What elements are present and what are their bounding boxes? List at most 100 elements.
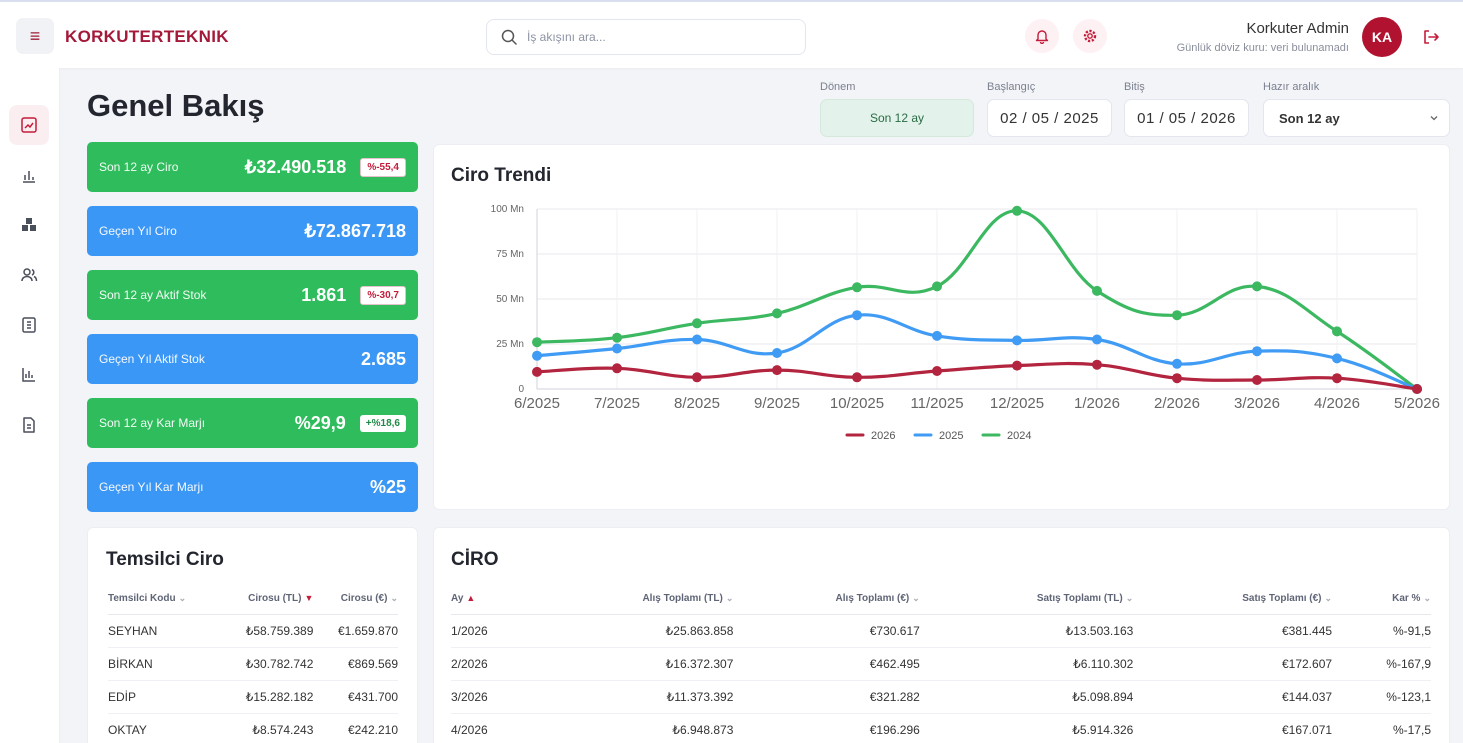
chart-icon bbox=[22, 368, 35, 382]
sidebar-item-documents[interactable] bbox=[9, 405, 49, 445]
kpi-label: Geçen Yıl Ciro bbox=[99, 224, 177, 238]
table-cell: €431.700 bbox=[313, 680, 398, 714]
range-label: Hazır aralık bbox=[1263, 81, 1320, 93]
column-header[interactable]: Kar % ⌄ bbox=[1332, 584, 1431, 615]
table-cell: ₺5.914.326 bbox=[919, 713, 1134, 743]
table-cell: ₺8.574.243 bbox=[218, 713, 314, 743]
data-point bbox=[772, 348, 782, 358]
search-input[interactable] bbox=[527, 30, 797, 44]
y-tick-label: 0 bbox=[518, 384, 524, 395]
x-tick-label: 8/2025 bbox=[674, 395, 720, 412]
receipt-icon bbox=[22, 317, 36, 333]
data-point bbox=[1012, 360, 1022, 371]
hamburger-icon: ≡ bbox=[29, 25, 41, 46]
table-cell: %-123,1 bbox=[1332, 680, 1431, 714]
kpi-card[interactable]: Son 12 ay Kar Marjı %29,9 +%18,6 bbox=[87, 398, 418, 448]
table-row[interactable]: 1/2026 ₺25.863.858 €730.617 ₺13.503.163 €381… bbox=[451, 614, 1431, 648]
column-header[interactable]: Satış Toplamı (TL) ⌄ bbox=[919, 584, 1134, 615]
sidebar-item-invoices[interactable] bbox=[9, 305, 49, 345]
data-point bbox=[932, 281, 942, 292]
menu-toggle-button[interactable]: ≡ bbox=[16, 18, 54, 54]
kpi-card[interactable]: Geçen Yıl Ciro ₺72.867.718 bbox=[87, 206, 418, 256]
sidebar-item-users[interactable] bbox=[9, 255, 49, 295]
table-row[interactable]: 3/2026 ₺11.373.392 €321.282 ₺5.098.894 €144.… bbox=[451, 680, 1431, 714]
table-row[interactable]: 2/2026 ₺16.372.307 €462.495 ₺6.110.302 €172.… bbox=[451, 647, 1431, 681]
data-point bbox=[932, 366, 942, 376]
table-cell: €1.659.870 bbox=[313, 614, 398, 648]
sidebar-item-reports[interactable] bbox=[9, 355, 49, 395]
table-cell: €167.071 bbox=[1133, 713, 1333, 743]
gear-icon bbox=[1083, 29, 1097, 43]
table-cell: SEYHAN bbox=[108, 614, 219, 648]
data-point bbox=[852, 310, 862, 321]
sidebar bbox=[0, 68, 60, 743]
series-line bbox=[536, 209, 1418, 391]
data-point bbox=[692, 318, 702, 329]
kpi-card[interactable]: Son 12 ay Aktif Stok 1.861 %-30,7 bbox=[87, 270, 418, 320]
dashboard-icon bbox=[21, 117, 37, 133]
data-point bbox=[532, 350, 542, 361]
table-cell: €242.210 bbox=[313, 713, 398, 743]
settings-button[interactable] bbox=[1073, 19, 1107, 53]
column-header[interactable]: Satış Toplamı (€) ⌄ bbox=[1133, 584, 1333, 615]
kpi-label: Son 12 ay Aktif Stok bbox=[99, 288, 207, 302]
series-line bbox=[536, 361, 1418, 391]
end-date-input[interactable]: 01 / 05 / 2026 bbox=[1124, 99, 1249, 137]
table-cell: €196.296 bbox=[733, 713, 920, 743]
x-tick-label: 2/2026 bbox=[1154, 395, 1200, 412]
table-cell: €730.617 bbox=[733, 614, 920, 648]
data-point bbox=[1332, 326, 1342, 337]
sort-icon: ⌄ bbox=[390, 593, 398, 604]
kpi-value: ₺32.490.518 bbox=[244, 156, 347, 177]
ciro-title: CİRO bbox=[451, 549, 499, 570]
data-point bbox=[532, 366, 542, 377]
logout-button[interactable] bbox=[1420, 26, 1442, 48]
column-header[interactable]: Alış Toplamı (€) ⌄ bbox=[733, 584, 920, 615]
column-header-label: Temsilci Kodu bbox=[108, 593, 176, 605]
column-header[interactable]: Temsilci Kodu ⌄ bbox=[108, 584, 219, 615]
column-header[interactable]: Cirosu (TL) ▼ bbox=[218, 584, 314, 615]
table-row[interactable]: EDİP ₺15.282.182 €431.700 bbox=[108, 680, 398, 714]
data-point bbox=[1172, 310, 1182, 321]
period-button[interactable]: Son 12 ay bbox=[820, 99, 974, 137]
kpi-card[interactable]: Geçen Yıl Aktif Stok 2.685 bbox=[87, 334, 418, 384]
kpi-value: 1.861 bbox=[301, 284, 347, 305]
column-header-label: Cirosu (TL) bbox=[248, 593, 302, 605]
bell-icon bbox=[1035, 30, 1049, 44]
table-row[interactable]: OKTAY ₺8.574.243 €242.210 bbox=[108, 713, 398, 743]
top-bar: ≡ KORKUTERTEKNIK Korkuter Admin Günlük d… bbox=[0, 0, 1463, 68]
ciro-table: Ay ▲ Alış Toplamı (TL) ⌄ Alış Toplamı (€) ⌄ Sa… bbox=[451, 584, 1431, 743]
sidebar-item-dashboard[interactable] bbox=[9, 105, 49, 145]
data-point bbox=[1332, 353, 1342, 364]
table-row[interactable]: 4/2026 ₺6.948.873 €196.296 ₺5.914.326 €167.0… bbox=[451, 713, 1431, 743]
column-header[interactable]: Alış Toplamı (TL) ⌄ bbox=[532, 584, 734, 615]
user-name: Korkuter Admin bbox=[1246, 20, 1349, 37]
column-header-label: Satış Toplamı (€) bbox=[1242, 593, 1322, 605]
search-box[interactable] bbox=[486, 19, 806, 55]
table-cell: €172.607 bbox=[1133, 647, 1333, 681]
column-header[interactable]: Ay ▲ bbox=[451, 584, 533, 615]
avatar[interactable]: KA bbox=[1362, 17, 1402, 57]
data-point bbox=[612, 363, 622, 374]
kpi-card[interactable]: Geçen Yıl Kar Marjı %25 bbox=[87, 462, 418, 512]
range-select[interactable]: Son 12 ay bbox=[1263, 99, 1450, 137]
data-point bbox=[1092, 359, 1102, 370]
sidebar-item-inventory[interactable] bbox=[9, 205, 49, 245]
logout-icon bbox=[1424, 30, 1439, 44]
table-cell: ₺25.863.858 bbox=[532, 614, 734, 648]
kpi-change-badge: %-55,4 bbox=[360, 157, 406, 177]
start-date-input[interactable]: 02 / 05 / 2025 bbox=[987, 99, 1112, 137]
table-cell: ₺13.503.163 bbox=[919, 614, 1134, 648]
kpi-card[interactable]: Son 12 ay Ciro ₺32.490.518 %-55,4 bbox=[87, 142, 418, 192]
table-row[interactable]: BİRKAN ₺30.782.742 €869.569 bbox=[108, 647, 398, 681]
sort-icon: ⌄ bbox=[725, 593, 734, 604]
sidebar-item-charts[interactable] bbox=[9, 156, 49, 196]
legend-label: 2026 bbox=[871, 430, 895, 442]
kpi-value: %29,9 bbox=[294, 412, 346, 433]
x-tick-label: 4/2026 bbox=[1314, 395, 1360, 412]
brand-logo-text[interactable]: KORKUTERTEKNIK bbox=[65, 27, 229, 46]
column-header[interactable]: Cirosu (€) ⌄ bbox=[313, 584, 398, 615]
notifications-button[interactable] bbox=[1025, 19, 1059, 53]
table-row[interactable]: SEYHAN ₺58.759.389 €1.659.870 bbox=[108, 614, 398, 648]
table-cell: ₺30.782.742 bbox=[218, 647, 314, 681]
